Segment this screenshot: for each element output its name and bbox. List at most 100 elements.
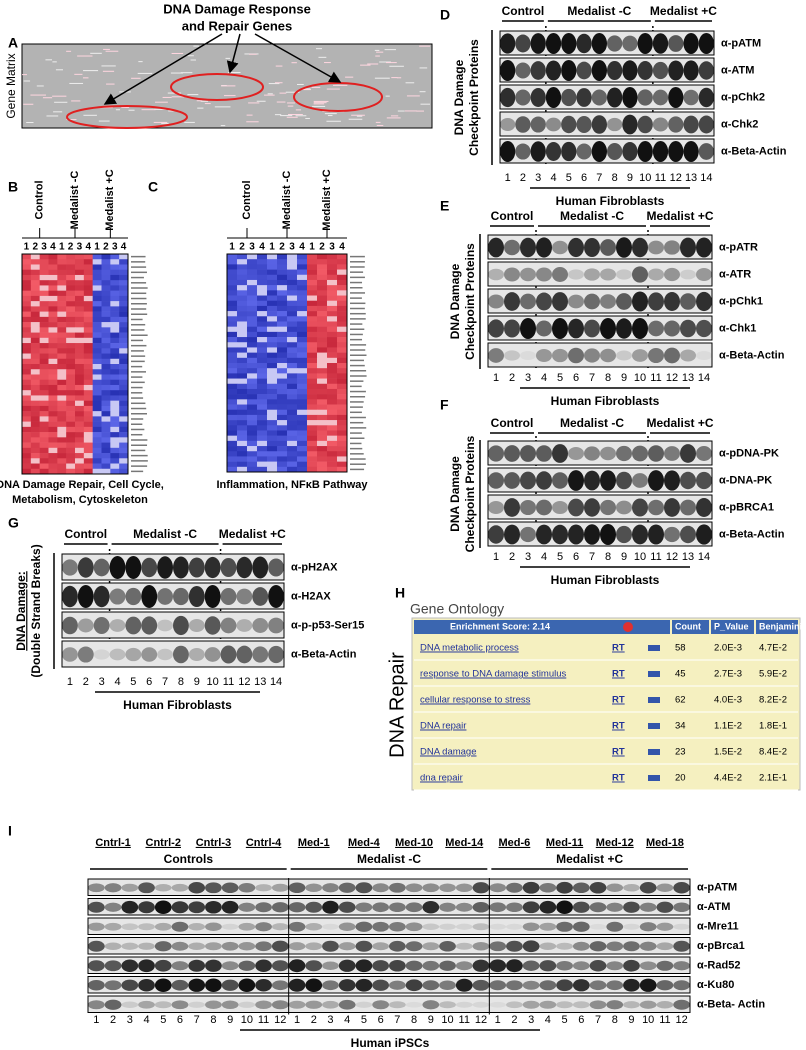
- band: [668, 116, 684, 133]
- heat-cell: [257, 326, 268, 333]
- heat-cell: [267, 373, 278, 379]
- heat-cell: [75, 269, 85, 276]
- band: [322, 900, 339, 914]
- band: [589, 960, 607, 972]
- band: [552, 524, 568, 545]
- heat-cell: [237, 409, 248, 416]
- band: [268, 645, 285, 664]
- band: [539, 942, 557, 950]
- heat-cell: [57, 343, 67, 349]
- heat-cell: [57, 369, 67, 375]
- band: [607, 35, 623, 52]
- heat-cell: [83, 327, 93, 333]
- heat-cell: [277, 347, 288, 353]
- band: [606, 961, 624, 971]
- heat-cell: [110, 421, 120, 428]
- heat-cell: [287, 326, 298, 333]
- heat-cell: [57, 290, 67, 297]
- band: [623, 901, 640, 913]
- band: [680, 269, 696, 280]
- heat-cell: [227, 321, 238, 327]
- band: [680, 471, 696, 490]
- band: [616, 318, 632, 339]
- band: [439, 883, 456, 893]
- band: [439, 902, 456, 912]
- side-label: Checkpoint Proteins: [467, 39, 481, 156]
- heat-cell: [101, 400, 111, 407]
- heat-cell: [247, 259, 258, 265]
- band: [205, 900, 222, 914]
- heat-cell: [317, 357, 328, 364]
- band: [632, 291, 648, 312]
- heat-cell: [327, 290, 338, 296]
- band: [472, 923, 490, 931]
- heat-cell: [110, 374, 120, 381]
- heat-cell: [257, 461, 268, 468]
- heat-cell: [297, 311, 308, 317]
- heat-cell: [92, 384, 102, 391]
- heat-cell: [83, 395, 93, 401]
- band: [561, 60, 577, 81]
- heat-cell: [48, 384, 58, 391]
- band: [125, 616, 142, 635]
- heat-cell: [317, 420, 328, 426]
- heat-cell: [297, 352, 308, 359]
- heat-cell: [119, 458, 129, 464]
- heat-cell: [267, 269, 278, 276]
- band: [238, 942, 256, 951]
- heat-cell: [66, 264, 76, 271]
- arrow: [226, 33, 241, 74]
- lane-label: 2: [83, 676, 89, 688]
- icon: [623, 622, 633, 632]
- heat-cell: [83, 390, 93, 396]
- heat-cell: [307, 461, 318, 468]
- band: [405, 902, 423, 913]
- heat-cell: [119, 332, 129, 339]
- heat-cell: [227, 368, 238, 374]
- band: [639, 961, 657, 971]
- heat-cell: [327, 326, 338, 333]
- heat-cell: [257, 466, 268, 473]
- heat-cell: [83, 280, 93, 286]
- heat-cell: [48, 332, 58, 339]
- heat-cell: [257, 337, 268, 343]
- band: [141, 585, 158, 608]
- lane-label: 2: [32, 242, 38, 253]
- heat-cell: [110, 437, 120, 443]
- lane-label: 10: [241, 1014, 253, 1026]
- heat-cell: [257, 383, 268, 390]
- lane-label: 3: [327, 1014, 333, 1026]
- lane-label: 8: [210, 1014, 216, 1026]
- rt-link: RT: [612, 669, 625, 680]
- band: [288, 1000, 306, 1009]
- heat-cell: [237, 373, 248, 379]
- band: [568, 498, 584, 517]
- band: [322, 961, 339, 971]
- band: [664, 446, 680, 461]
- band: [238, 922, 256, 931]
- heat-cell: [257, 264, 268, 270]
- heat-cell: [75, 322, 85, 328]
- heat-cell: [277, 383, 288, 390]
- heat-cell: [75, 374, 85, 381]
- heat-cell: [83, 337, 93, 344]
- blot-strip: [87, 917, 691, 935]
- heat-cell: [39, 390, 49, 396]
- band: [305, 942, 323, 951]
- heat-cell: [119, 364, 129, 370]
- heat-cell: [66, 311, 76, 318]
- heat-cell: [119, 259, 129, 265]
- heat-cell: [39, 327, 49, 333]
- heat-cell: [317, 425, 328, 431]
- band: [255, 922, 272, 932]
- band: [648, 347, 664, 364]
- band: [639, 922, 657, 932]
- heat-cell: [317, 451, 328, 457]
- band: [188, 978, 206, 992]
- caption: DNA Damage Repair, Cell Cycle,: [0, 479, 164, 491]
- heat-cell: [22, 390, 32, 396]
- count: 20: [675, 773, 686, 784]
- heat-cell: [57, 280, 67, 286]
- heat-cell: [317, 285, 328, 291]
- heat-cell: [57, 400, 67, 407]
